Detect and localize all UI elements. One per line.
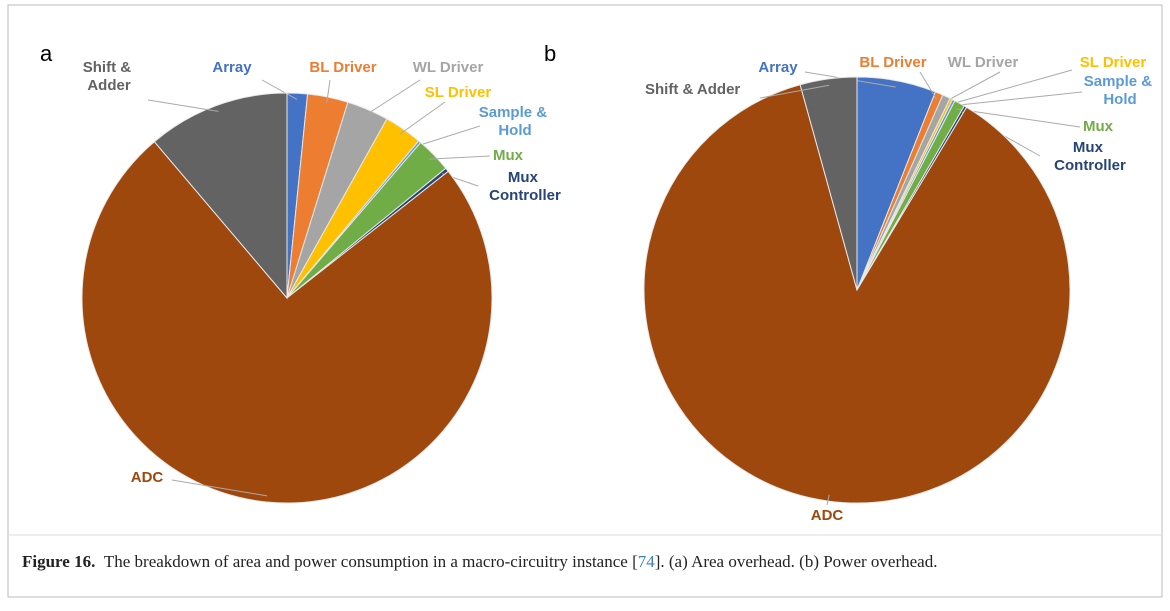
leader-line: [919, 71, 938, 100]
slice-label: Array: [758, 59, 798, 76]
leader-line: [261, 79, 298, 100]
slice-label: Sample & Hold: [479, 104, 552, 139]
leader-line: [399, 101, 446, 135]
slice-label: Sample & Hold: [1084, 73, 1157, 108]
slice-label: SL Driver: [425, 84, 492, 101]
leader-line: [147, 99, 219, 112]
caption-label: Figure 16.: [22, 552, 96, 571]
leader-line: [171, 479, 268, 497]
leader-line: [759, 84, 830, 99]
caption: Figure 16. The breakdown of area and pow…: [22, 551, 1132, 573]
leader-line: [365, 79, 421, 116]
leader-line: [326, 79, 331, 104]
slice-label: Mux Controller: [1054, 139, 1126, 174]
panel-label: a: [40, 41, 53, 66]
leader-line: [950, 91, 1083, 107]
pie-slice: [153, 92, 288, 300]
leader-line: [429, 155, 491, 160]
slice-label: BL Driver: [859, 54, 926, 71]
pie-slice: [799, 76, 858, 291]
leader-line: [826, 494, 830, 506]
slice-label: WL Driver: [413, 59, 484, 76]
slice-label: Mux: [1083, 118, 1114, 135]
leader-line: [948, 69, 1073, 106]
panel-label: b: [544, 41, 556, 66]
leader-line: [943, 71, 1001, 103]
slice-label: Shift & Adder: [83, 59, 136, 94]
slice-label: ADC: [131, 469, 164, 486]
slice-label: Shift & Adder: [645, 81, 740, 98]
slice-label: ADC: [811, 507, 844, 524]
slice-label: BL Driver: [309, 59, 376, 76]
slice-label: SL Driver: [1080, 54, 1147, 71]
caption-text: The breakdown of area and power consumpt…: [103, 552, 638, 571]
slice-label: Mux Controller: [489, 169, 561, 204]
caption-ref[interactable]: 74: [637, 552, 655, 571]
slice-label: Array: [212, 59, 252, 76]
caption-text: ]. (a) Area overhead. (b) Power overhead…: [654, 552, 938, 571]
pie-slice: [81, 140, 493, 504]
leader-line: [956, 108, 1081, 128]
leader-line: [415, 125, 481, 147]
slice-label: WL Driver: [948, 54, 1019, 71]
slice-label: Mux: [493, 147, 524, 164]
frame: [7, 4, 1163, 598]
